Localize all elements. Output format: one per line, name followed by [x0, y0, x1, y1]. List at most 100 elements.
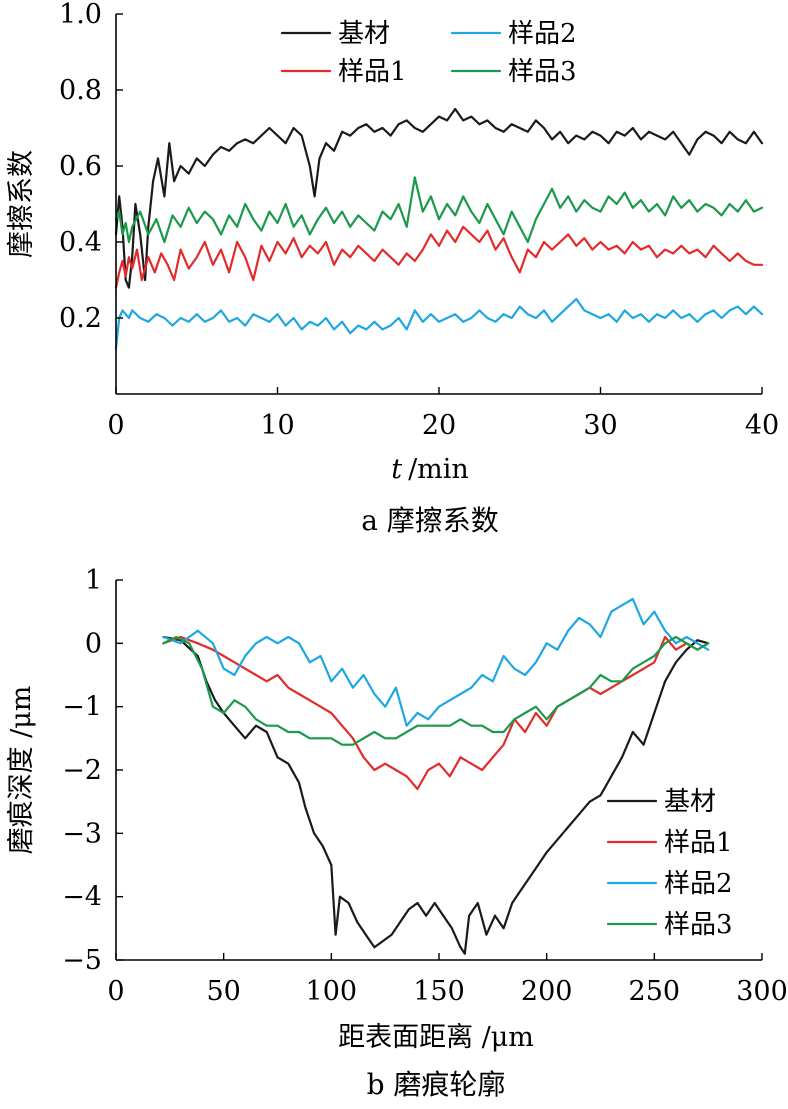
chart-b-point-sample3 — [188, 642, 191, 645]
chart-a-point-substrate — [543, 127, 545, 129]
chart-a-point-sample1 — [559, 241, 561, 243]
chart-a-point-substrate — [583, 138, 586, 141]
chart-b-point-substrate — [321, 845, 324, 847]
chart-a-point-sample3 — [228, 214, 231, 217]
chart-a-point-substrate — [631, 127, 634, 129]
chart-b-point-sample1 — [664, 636, 666, 638]
chart-b-point-sample1 — [244, 667, 247, 670]
chart-b-point-sample3 — [244, 705, 247, 708]
chart-b-point-sample2 — [287, 636, 290, 638]
chart-a-point-sample1 — [166, 263, 169, 266]
chart-a-point-sample1 — [535, 256, 537, 259]
chart-a-point-sample2 — [559, 313, 561, 316]
chart-a-point-sample1 — [220, 248, 222, 251]
chart-a-point-sample2 — [591, 313, 594, 316]
chart-a-point-substrate — [607, 142, 610, 145]
chart-a-point-sample1 — [212, 263, 214, 266]
chart-a-point-sample3 — [147, 233, 150, 236]
chart-a-point-substrate — [405, 119, 408, 122]
chart-b-point-substrate — [610, 775, 613, 778]
chart-b-point-sample3 — [610, 680, 613, 683]
chart-b-point-sample2 — [470, 686, 473, 689]
chart-a-point-sample3 — [179, 225, 182, 228]
chart-a-point-sample2 — [680, 317, 683, 319]
chart-a-point-sample3 — [696, 210, 699, 213]
chart-b-xlabel: 距表面距离 /μm — [338, 1022, 534, 1053]
chart-a-point-sample1 — [526, 248, 529, 251]
chart-a-point-sample1 — [672, 252, 675, 255]
chart-b-series-sample3 — [162, 635, 710, 746]
chart-a-point-sample1 — [292, 237, 295, 240]
chart-a-point-sample1 — [317, 252, 319, 255]
chart-a-point-sample1 — [381, 248, 384, 251]
chart-a-point-sample1 — [623, 252, 626, 255]
chart-b-point-sample3 — [362, 737, 365, 740]
chart-b-point-sample2 — [179, 642, 182, 645]
chart-a-point-substrate — [365, 123, 368, 126]
chart-a-point-sample3 — [688, 199, 691, 202]
chart-a-point-sample3 — [421, 210, 424, 213]
chart-a-point-sample3 — [381, 210, 384, 213]
chart-b-point-sample2 — [405, 724, 408, 727]
chart-a-point-sample2 — [349, 332, 352, 335]
chart-a-point-sample2 — [260, 317, 263, 319]
chart-b-point-sample3 — [233, 699, 236, 702]
chart-b-point-sample1 — [395, 769, 397, 771]
chart-b-point-sample1 — [675, 648, 677, 651]
chart-a-point-sample1 — [551, 248, 553, 251]
chart-b-point-sample2 — [502, 655, 505, 657]
chart-b-point-sample2 — [341, 667, 343, 670]
chart-b-point-substrate — [685, 648, 688, 651]
chart-a-point-sample2 — [438, 320, 440, 323]
chart-b-xtick-label: 50 — [206, 976, 240, 1007]
chart-a-point-sample1 — [140, 279, 143, 281]
chart-a-point-sample2 — [276, 313, 279, 316]
chart-a-point-sample1 — [121, 260, 124, 262]
chart-a-point-substrate — [430, 123, 432, 126]
chart-a-point-substrate — [389, 134, 392, 137]
chart-a-point-sample2 — [397, 317, 400, 319]
chart-a-point-sample2 — [268, 320, 271, 323]
chart-b-point-sample1 — [642, 667, 645, 670]
chart-a-point-sample2 — [124, 313, 127, 316]
chart-a-caption: a 摩擦系数 — [361, 504, 499, 537]
chart-b-xtick-label: 150 — [413, 976, 465, 1007]
chart-a-point-sample2 — [502, 313, 505, 316]
chart-a-point-sample3 — [470, 210, 473, 213]
chart-a-point-sample3 — [486, 203, 489, 205]
chart-b-point-sample3 — [524, 712, 526, 714]
chart-b-ytick-label: −3 — [62, 818, 102, 849]
chart-a-point-sample1 — [365, 252, 368, 255]
chart-b-ylabel: 磨痕深度 /μm — [6, 686, 37, 855]
chart-a-point-substrate — [535, 119, 537, 122]
chart-a-point-substrate — [648, 130, 650, 133]
chart-a-ylabel: 摩擦系数 — [6, 150, 37, 258]
chart-b-point-sample2 — [362, 674, 365, 676]
chart-a-point-sample1 — [260, 244, 263, 247]
chart-a-point-sample2 — [325, 317, 327, 319]
chart-a-point-substrate — [486, 119, 489, 122]
chart-b-point-sample3 — [567, 699, 570, 702]
chart-a-point-sample3 — [252, 218, 255, 221]
chart-b-point-substrate — [511, 902, 514, 904]
chart-a-xlabel-unit: /min — [408, 454, 469, 485]
chart-a-point-sample2 — [736, 305, 739, 308]
chart-b-point-sample1 — [308, 699, 311, 702]
chart-a-point-sample3 — [712, 206, 715, 209]
chart-a-point-sample1 — [276, 241, 279, 243]
chart-a-point-substrate — [244, 138, 247, 141]
chart-a-point-substrate — [373, 130, 376, 133]
chart-a-point-sample1 — [236, 241, 239, 243]
chart-a-point-sample2 — [171, 324, 174, 327]
chart-b-point-sample2 — [416, 712, 419, 714]
chart-a-point-sample3 — [325, 206, 327, 209]
chart-b-point-sample2 — [438, 705, 440, 708]
chart-a-point-sample2 — [284, 324, 287, 327]
chart-a-point-sample2 — [430, 313, 432, 316]
chart-a-point-sample3 — [761, 206, 763, 209]
chart-b-point-substrate — [382, 940, 384, 942]
chart-b-point-substrate — [468, 914, 470, 917]
chart-b-point-sample2 — [556, 648, 559, 651]
chart-a-point-substrate — [139, 233, 142, 236]
chart-b-point-substrate — [265, 731, 268, 733]
